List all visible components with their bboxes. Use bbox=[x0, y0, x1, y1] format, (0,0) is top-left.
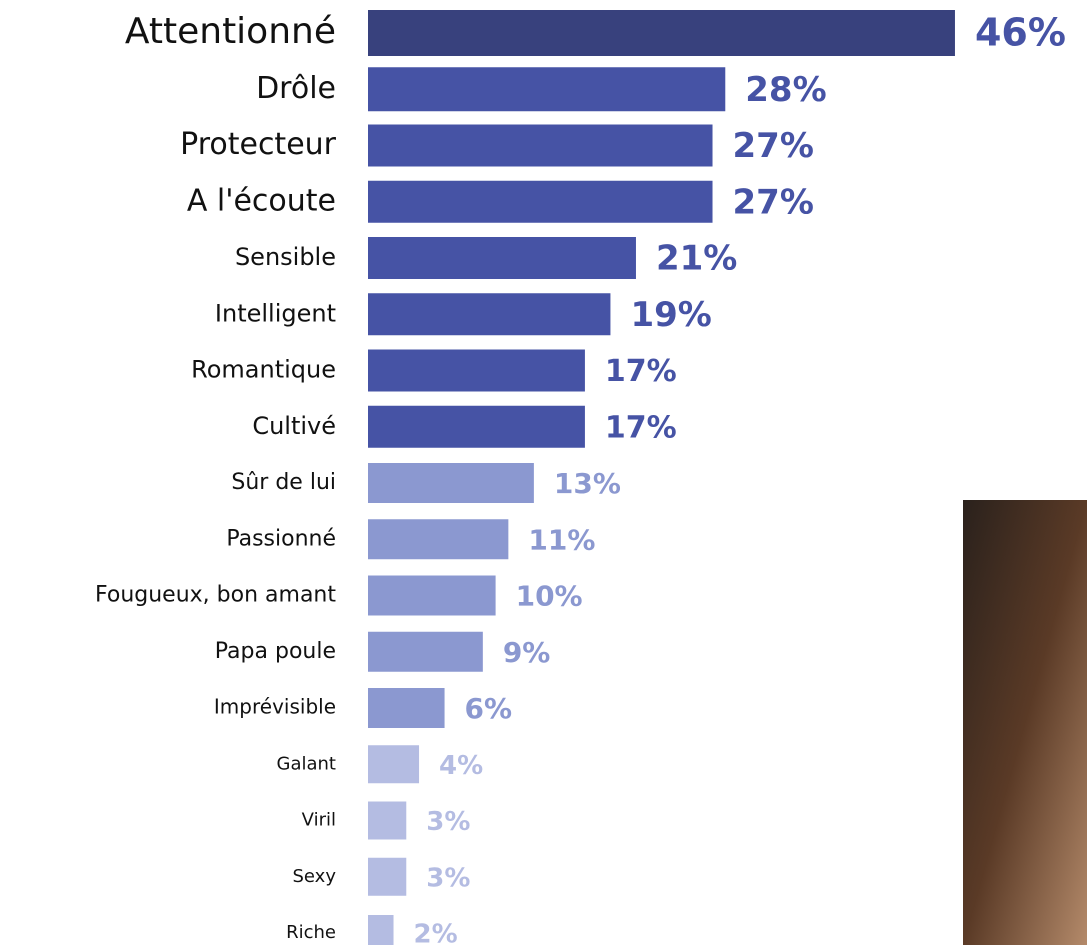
category-label: Papa poule bbox=[215, 639, 336, 664]
category-label: Riche bbox=[286, 922, 336, 943]
category-label: Drôle bbox=[256, 71, 336, 106]
category-label: Viril bbox=[302, 810, 336, 831]
category-label: Sexy bbox=[293, 866, 337, 887]
value-label: 13% bbox=[554, 467, 621, 500]
bar bbox=[368, 745, 420, 784]
value-label: 3% bbox=[426, 863, 470, 893]
value-label: 28% bbox=[745, 70, 826, 110]
value-label: 19% bbox=[630, 295, 711, 335]
category-label: Intelligent bbox=[215, 299, 336, 327]
category-label: Galant bbox=[277, 753, 336, 774]
bar bbox=[368, 180, 713, 223]
bar bbox=[368, 124, 713, 167]
category-label: Cultivé bbox=[252, 412, 336, 440]
photo bbox=[963, 500, 1087, 945]
bar bbox=[368, 67, 726, 112]
value-label: 21% bbox=[656, 239, 737, 279]
value-label: 4% bbox=[439, 751, 483, 781]
bar bbox=[368, 688, 445, 728]
bar bbox=[368, 801, 407, 840]
value-label: 17% bbox=[605, 410, 677, 445]
category-label: Fougueux, bon amant bbox=[95, 583, 336, 608]
bar bbox=[368, 349, 585, 392]
bar bbox=[368, 405, 585, 448]
category-label: Romantique bbox=[191, 356, 336, 384]
category-label: Imprévisible bbox=[214, 695, 336, 719]
value-label: 46% bbox=[975, 11, 1066, 55]
bar bbox=[368, 463, 534, 503]
plot: Attentionné 46% Drôle 28% Protecteur 27% A l'é… bbox=[95, 10, 1066, 945]
category-label: Protecteur bbox=[180, 127, 337, 162]
bar bbox=[368, 293, 611, 336]
bar bbox=[368, 631, 483, 672]
value-label: 3% bbox=[426, 807, 470, 837]
category-label: Sensible bbox=[235, 243, 336, 271]
bar bbox=[368, 915, 394, 945]
value-label: 27% bbox=[733, 182, 814, 222]
category-label: A l'écoute bbox=[187, 183, 336, 218]
value-label: 9% bbox=[503, 636, 551, 669]
bar bbox=[368, 575, 496, 616]
bar bbox=[368, 857, 407, 896]
value-label: 10% bbox=[516, 580, 583, 613]
value-label: 27% bbox=[733, 126, 814, 166]
category-label: Passionné bbox=[226, 526, 336, 551]
category-label: Attentionné bbox=[125, 11, 336, 52]
bar bbox=[368, 10, 955, 56]
value-label: 2% bbox=[414, 920, 458, 945]
bar bbox=[368, 237, 636, 279]
value-label: 17% bbox=[605, 354, 677, 389]
category-label: Sûr de lui bbox=[231, 470, 336, 495]
value-label: 6% bbox=[465, 692, 513, 725]
value-label: 11% bbox=[528, 523, 595, 556]
bar bbox=[368, 519, 509, 560]
